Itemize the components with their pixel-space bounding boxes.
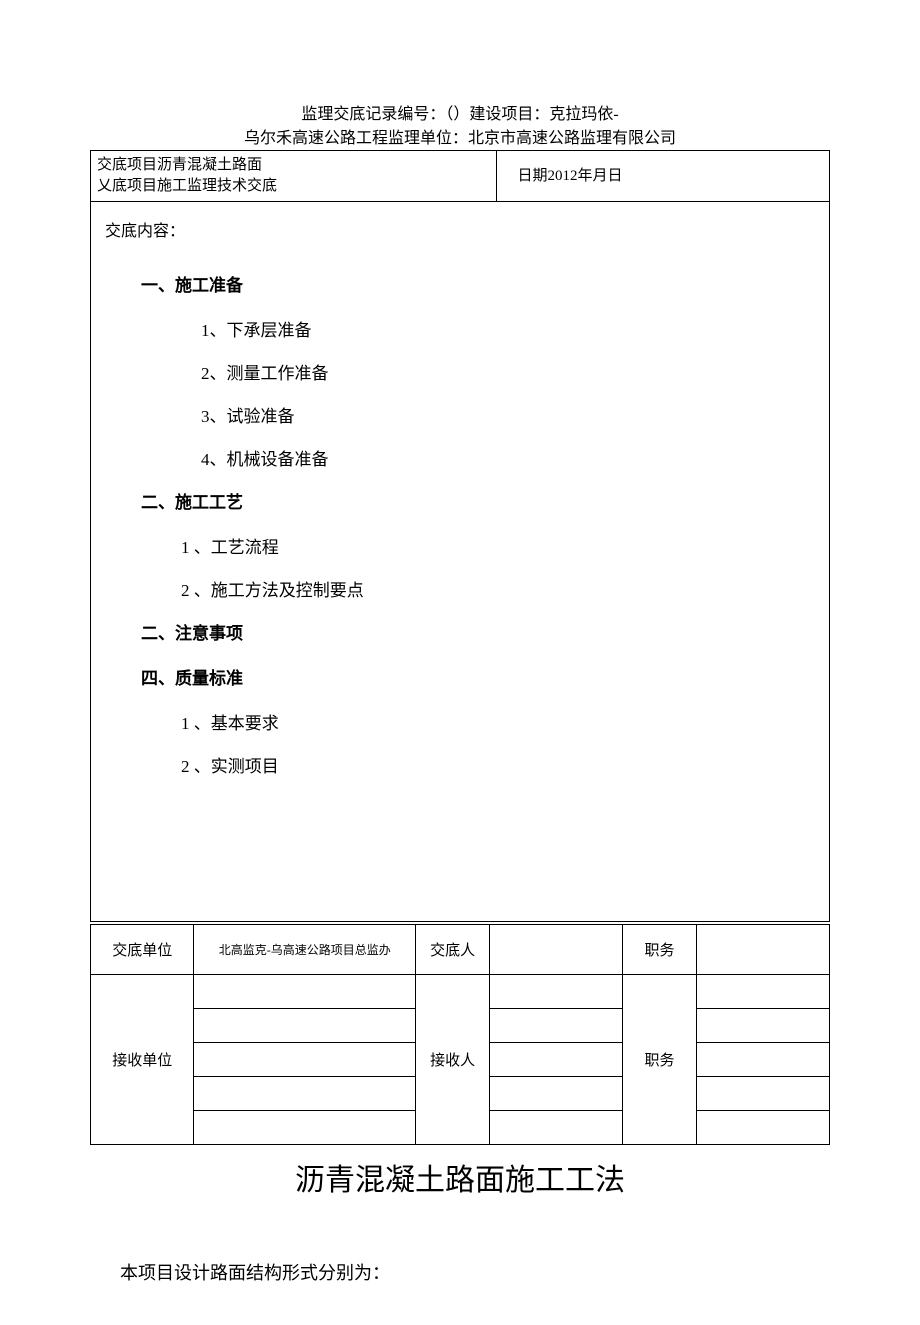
footer-r2b-c4: [490, 1009, 623, 1043]
section-1-item-2: 2、测量工作准备: [101, 359, 819, 384]
header-line-2: 乌尔禾高速公路工程监理单位：北京市高速公路监理有限公司: [90, 124, 830, 148]
header-line-1: 监理交底记录编号：（）建设项目：克拉玛依-: [90, 100, 830, 124]
footer-r2c-c6: [696, 1043, 829, 1077]
footer-r2d-c4: [490, 1077, 623, 1111]
section-1-heading: 一、施工准备: [101, 271, 819, 296]
footer-r2e-c2: [194, 1111, 416, 1145]
top-left-line2: 乂底项目施工监理技术交底: [97, 176, 490, 197]
top-header-row: 交底项目沥青混凝土路面 乂底项目施工监理技术交底 日期2012年月日: [91, 151, 830, 202]
section-3-heading: 二、注意事项: [101, 619, 819, 644]
footer-r1-c4: [490, 925, 623, 975]
footer-r2e-c6: [696, 1111, 829, 1145]
section-1-item-1: 1、下承层准备: [101, 316, 819, 341]
section-2-item-1: 1 、工艺流程: [101, 533, 819, 558]
footer-r2-c3: 接收人: [416, 975, 490, 1145]
footer-r2c-c2: [194, 1043, 416, 1077]
footer-table: 交底单位 北高监克-乌高速公路项目总监办 交底人 职务 接收单位 接收人 职务: [90, 924, 830, 1145]
footer-r1-c5: 职务: [623, 925, 697, 975]
footer-row-1: 交底单位 北高监克-乌高速公路项目总监办 交底人 职务: [91, 925, 830, 975]
section-4-item-1: 1 、基本要求: [101, 709, 819, 734]
footer-r2a-c6: [696, 975, 829, 1009]
top-left-line1: 交底项目沥青混凝土路面: [97, 155, 490, 176]
footer-r2c-c4: [490, 1043, 623, 1077]
main-table: 交底项目沥青混凝土路面 乂底项目施工监理技术交底 日期2012年月日 交底内容：…: [90, 150, 830, 922]
footer-r1-c3: 交底人: [416, 925, 490, 975]
footer-r2b-c6: [696, 1009, 829, 1043]
footer-r2d-c6: [696, 1077, 829, 1111]
section-1-item-4: 4、机械设备准备: [101, 445, 819, 470]
big-title: 沥青混凝土路面施工工法: [90, 1155, 830, 1199]
body-paragraph: 本项目设计路面结构形式分别为：: [90, 1259, 830, 1285]
footer-r2d-c2: [194, 1077, 416, 1111]
content-row: 交底内容： 一、施工准备 1、下承层准备 2、测量工作准备 3、试验准备 4、机…: [91, 202, 830, 922]
footer-r1-c1: 交底单位: [91, 925, 194, 975]
section-4-heading: 四、质量标准: [101, 664, 819, 689]
footer-row-2a: 接收单位 接收人 职务: [91, 975, 830, 1009]
section-1-item-3: 3、试验准备: [101, 402, 819, 427]
content-title: 交底内容：: [101, 217, 819, 241]
footer-r2e-c4: [490, 1111, 623, 1145]
footer-r2a-c4: [490, 975, 623, 1009]
footer-r2a-c2: [194, 975, 416, 1009]
section-2-item-2: 2 、施工方法及控制要点: [101, 576, 819, 601]
footer-r2-c1: 接收单位: [91, 975, 194, 1145]
footer-r2b-c2: [194, 1009, 416, 1043]
footer-r1-c2: 北高监克-乌高速公路项目总监办: [194, 925, 416, 975]
footer-r2-c5: 职务: [623, 975, 697, 1145]
section-2-heading: 二、施工工艺: [101, 488, 819, 513]
top-right-cell: 日期2012年月日: [497, 151, 830, 202]
top-left-cell: 交底项目沥青混凝土路面 乂底项目施工监理技术交底: [91, 151, 497, 202]
section-4-item-2: 2 、实测项目: [101, 752, 819, 777]
content-cell: 交底内容： 一、施工准备 1、下承层准备 2、测量工作准备 3、试验准备 4、机…: [91, 202, 830, 922]
footer-r1-c6: [696, 925, 829, 975]
